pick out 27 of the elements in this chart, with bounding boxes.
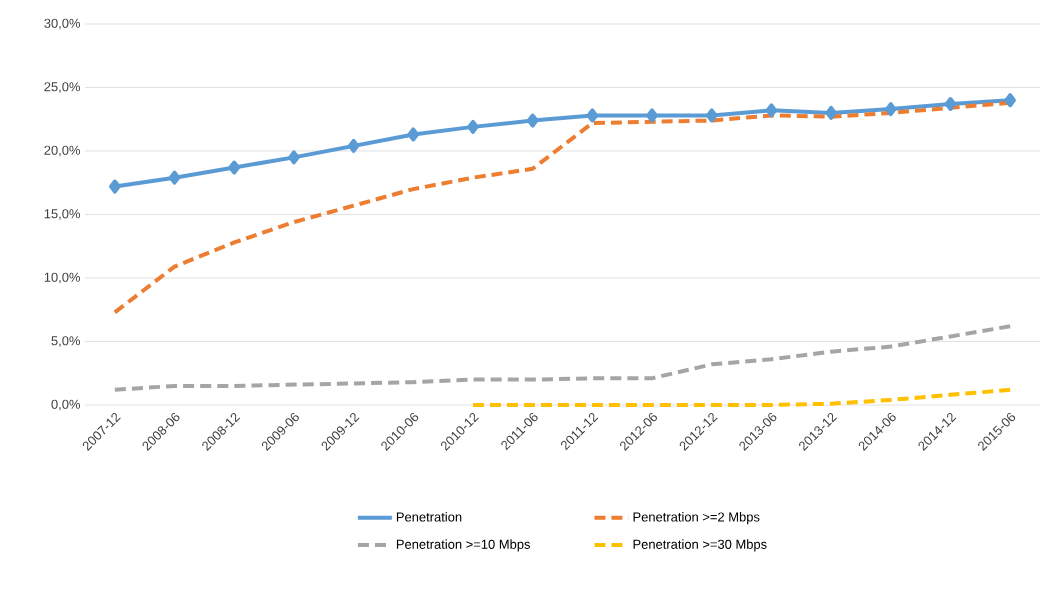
legend-label: Penetration >=10 Mbps (396, 539, 531, 552)
legend-label: Penetration >=30 Mbps (633, 539, 767, 552)
y-tick-label: 5,0% (51, 336, 81, 347)
point (526, 113, 539, 128)
point (646, 108, 658, 123)
point (168, 170, 181, 185)
y-tick-label: 15,0% (44, 209, 81, 220)
point (347, 138, 360, 153)
legend-label: Penetration (396, 512, 462, 522)
point (407, 127, 420, 142)
point (1004, 93, 1016, 108)
legend-label: Penetration >=2 Mbps (633, 512, 760, 525)
point (228, 160, 240, 175)
y-tick-label: 10,0% (44, 272, 81, 284)
point (109, 179, 121, 194)
y-tick-label: 25,0% (44, 82, 81, 93)
y-tick-label: 20,0% (44, 145, 81, 157)
point (825, 105, 837, 120)
point (944, 97, 957, 112)
point (467, 119, 479, 134)
point (288, 150, 300, 165)
point (586, 108, 599, 123)
point (765, 103, 778, 118)
point (705, 108, 718, 123)
point (885, 102, 897, 117)
y-tick-label: 30,0% (44, 18, 81, 30)
y-tick-label: 0,0% (51, 399, 81, 411)
